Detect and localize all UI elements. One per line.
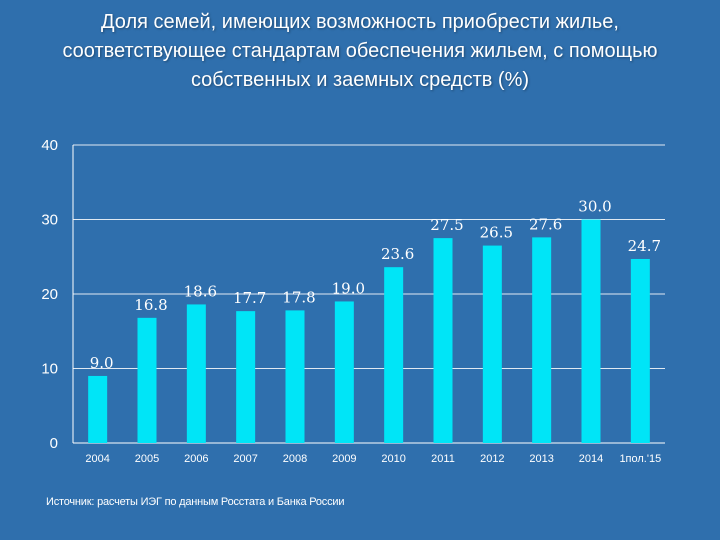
- data-label: 16.8: [134, 296, 167, 314]
- data-label: 27.6: [529, 215, 562, 233]
- bar-2007: [236, 311, 256, 443]
- bar-2011: [433, 238, 453, 443]
- bar-2006: [186, 304, 206, 443]
- x-tick-label: 1пол.'15: [619, 453, 661, 465]
- data-label: 27.5: [430, 216, 463, 234]
- y-tick-label: 10: [41, 361, 58, 378]
- data-label: 18.6: [184, 282, 217, 300]
- x-tick-label: 2004: [85, 453, 109, 465]
- data-label: 9.0: [90, 354, 114, 372]
- x-tick-label: 2011: [431, 453, 455, 465]
- bar-2014: [581, 219, 601, 443]
- x-tick-label: 2009: [332, 453, 356, 465]
- bar-2013: [532, 237, 552, 443]
- data-label: 23.6: [381, 245, 414, 263]
- data-label: 17.7: [233, 289, 266, 307]
- y-tick-label: 0: [50, 435, 58, 452]
- data-label: 26.5: [480, 224, 513, 242]
- x-tick-label: 2005: [135, 453, 159, 465]
- y-tick-label: 30: [41, 212, 58, 229]
- bar-2009: [334, 301, 354, 443]
- x-tick-label: 2006: [184, 453, 208, 465]
- data-label: 19.0: [332, 279, 365, 297]
- bar-2008: [285, 310, 305, 443]
- bar-1пол.'15: [630, 258, 650, 443]
- x-tick-label: 2010: [381, 453, 405, 465]
- bar-2012: [482, 245, 502, 443]
- bar-2004: [88, 375, 108, 443]
- data-label: 30.0: [578, 198, 611, 216]
- bar-2005: [137, 317, 157, 443]
- source-note: Источник: расчеты ИЭГ по данным Росстата…: [46, 496, 345, 508]
- x-tick-label: 2012: [480, 453, 504, 465]
- y-tick-label: 40: [41, 137, 58, 154]
- x-tick-label: 2014: [579, 453, 603, 465]
- x-tick-label: 2007: [233, 453, 257, 465]
- data-label: 24.7: [628, 237, 661, 255]
- bar-2010: [384, 267, 404, 443]
- y-tick-label: 20: [41, 286, 58, 303]
- data-label: 17.8: [282, 288, 315, 306]
- chart-title: Доля семей, имеющих возможность приобрес…: [62, 11, 658, 91]
- x-tick-label: 2008: [283, 453, 307, 465]
- x-tick-label: 2013: [529, 453, 553, 465]
